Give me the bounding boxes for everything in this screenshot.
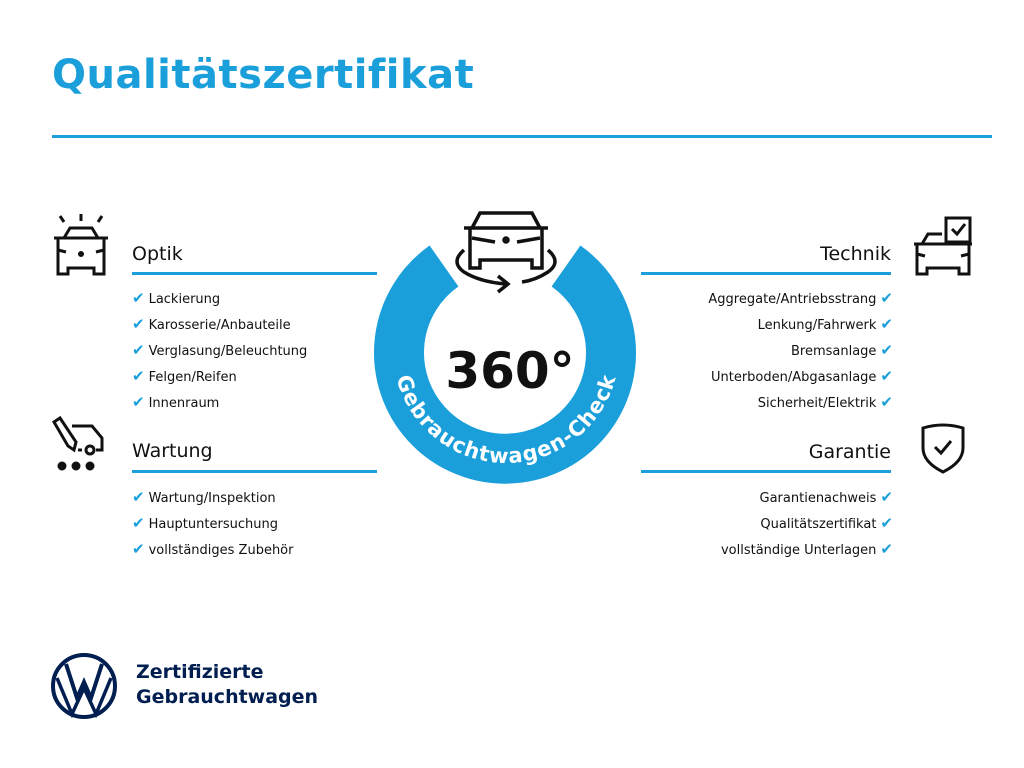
check-icon: ✔	[132, 315, 145, 333]
wartung-list: ✔ Wartung/Inspektion ✔ Hauptuntersuchung ✔…	[132, 485, 293, 563]
page-title: Qualitätszertifikat	[52, 52, 475, 98]
check-icon: ✔	[132, 367, 145, 385]
shield-check-icon	[920, 422, 966, 474]
list-item: ✔ Wartung/Inspektion	[132, 488, 276, 506]
brand-text: Zertifizierte Gebrauchtwagen	[136, 661, 319, 708]
list-item: ✔ Innenraum	[132, 393, 220, 411]
technik-list: Aggregate/Antriebsstrang ✔ Lenkung/Fahrwe…	[708, 286, 893, 416]
garantie-list: Garantienachweis ✔ Qualitätszertifikat ✔ v…	[721, 485, 893, 563]
ring	[374, 245, 636, 484]
section-divider	[641, 470, 891, 473]
check-icon: ✔	[880, 540, 893, 558]
360-label: 360°	[445, 342, 574, 400]
vw-logo	[50, 652, 118, 724]
check-icon: ✔	[880, 393, 893, 411]
list-item: Garantienachweis ✔	[759, 488, 893, 506]
list-item: ✔ Felgen/Reifen	[132, 367, 237, 385]
list-item: ✔ vollständiges Zubehör	[132, 540, 294, 558]
list-item: ✔ Hauptuntersuchung	[132, 514, 278, 532]
list-item: Bremsanlage ✔	[790, 341, 893, 359]
list-item: Lenkung/Fahrwerk ✔	[757, 315, 893, 333]
check-icon: ✔	[880, 315, 893, 333]
section-title-garantie: Garantie	[808, 441, 891, 463]
list-item: Sicherheit/Elektrik ✔	[757, 393, 893, 411]
car-checkbox-icon	[912, 214, 976, 276]
check-icon: ✔	[132, 488, 145, 506]
list-item: ✔ Lackierung	[132, 289, 221, 307]
check-icon: ✔	[880, 367, 893, 385]
check-icon: ✔	[880, 514, 893, 532]
car-lights-icon	[50, 214, 112, 276]
check-icon: ✔	[880, 289, 893, 307]
section-divider	[641, 272, 891, 275]
list-item: Aggregate/Antriebsstrang ✔	[708, 289, 893, 307]
check-icon: ✔	[132, 540, 145, 558]
check-icon: ✔	[132, 341, 145, 359]
title-divider	[52, 135, 992, 138]
section-divider	[132, 272, 377, 275]
check-icon: ✔	[132, 289, 145, 307]
360-check-badge: 360° Gebrauchtwagen-Check	[374, 211, 636, 484]
list-item: ✔ Verglasung/Beleuchtung	[132, 341, 308, 359]
section-title-optik: Optik	[132, 243, 183, 265]
car-rotate-icon	[455, 211, 557, 294]
check-icon: ✔	[132, 393, 145, 411]
optik-list: ✔ Lackierung ✔ Karosserie/Anbauteile ✔ Verg…	[132, 286, 307, 416]
list-item: ✔ Karosserie/Anbauteile	[132, 315, 291, 333]
check-icon: ✔	[880, 488, 893, 506]
section-title-technik: Technik	[820, 243, 891, 265]
check-icon: ✔	[132, 514, 145, 532]
service-van-icon	[50, 414, 112, 474]
list-item: Unterboden/Abgasanlage ✔	[710, 367, 893, 385]
list-item: Qualitätszertifikat ✔	[760, 514, 893, 532]
list-item: vollständige Unterlagen ✔	[720, 540, 893, 558]
section-title-wartung: Wartung	[132, 440, 213, 462]
section-divider	[132, 470, 377, 473]
check-icon: ✔	[880, 341, 893, 359]
